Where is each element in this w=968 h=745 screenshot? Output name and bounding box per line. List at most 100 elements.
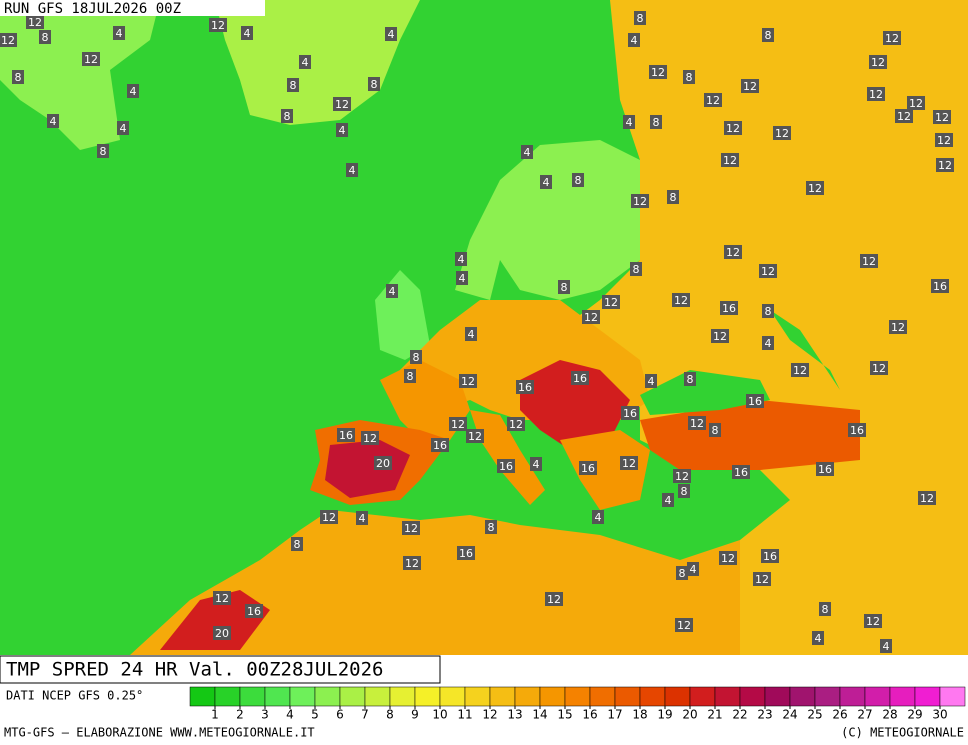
scandinavia xyxy=(455,140,640,300)
label-text: 8 xyxy=(633,263,640,276)
contour-label: 4 xyxy=(687,562,699,576)
label-text: 12 xyxy=(674,294,688,307)
contour-label: 8 xyxy=(97,144,109,158)
contour-label: 12 xyxy=(936,158,954,172)
label-text: 12 xyxy=(363,432,377,445)
scale-tick-label: 29 xyxy=(907,708,922,722)
label-text: 12 xyxy=(869,88,883,101)
label-text: 12 xyxy=(633,195,647,208)
contour-label: 8 xyxy=(410,350,422,364)
label-text: 12 xyxy=(761,265,775,278)
label-box xyxy=(933,110,951,124)
label-box xyxy=(592,510,604,524)
scale-swatch xyxy=(389,686,416,707)
contour-label: 4 xyxy=(385,27,397,41)
scale-swatch xyxy=(339,686,366,707)
label-box xyxy=(918,491,936,505)
contour-label: 4 xyxy=(456,271,468,285)
contour-label: 12 xyxy=(466,429,484,443)
scale-swatch xyxy=(789,686,816,707)
scale-tick-label: 3 xyxy=(261,708,269,722)
label-box xyxy=(864,614,882,628)
label-text: 12 xyxy=(808,182,822,195)
contour-label: 12 xyxy=(773,126,791,140)
label-text: 8 xyxy=(42,31,49,44)
label-text: 12 xyxy=(885,32,899,45)
label-box xyxy=(117,121,129,135)
scale-swatch xyxy=(214,686,241,707)
label-text: 4 xyxy=(815,632,822,645)
contour-label: 4 xyxy=(540,175,552,189)
label-text: 8 xyxy=(712,424,719,437)
contour-label: 4 xyxy=(530,457,542,471)
contour-label: 12 xyxy=(867,87,885,101)
contour-label: 12 xyxy=(753,572,771,586)
label-text: 12 xyxy=(938,159,952,172)
label-text: 4 xyxy=(468,328,475,341)
label-text: 8 xyxy=(687,373,694,386)
contour-label: 4 xyxy=(356,511,368,525)
contour-label: 16 xyxy=(761,549,779,563)
label-text: 12 xyxy=(897,110,911,123)
label-text: 8 xyxy=(679,567,686,580)
label-text: 8 xyxy=(371,78,378,91)
contour-label: 8 xyxy=(819,602,831,616)
contour-label: 12 xyxy=(403,556,421,570)
label-box xyxy=(558,280,570,294)
label-box xyxy=(361,431,379,445)
contour-label: 4 xyxy=(623,115,635,129)
source: DATI NCEP GFS 0.25° xyxy=(6,689,143,703)
label-text: 8 xyxy=(407,370,414,383)
scale-tick-label: 4 xyxy=(286,708,294,722)
scale-swatch xyxy=(664,686,691,707)
label-box xyxy=(931,279,949,293)
label-text: 16 xyxy=(433,439,447,452)
contour-label: 16 xyxy=(720,301,738,315)
contour-label: 12 xyxy=(870,361,888,375)
label-text: 12 xyxy=(726,246,740,259)
label-text: 16 xyxy=(499,460,513,473)
scale-tick-label: 17 xyxy=(607,708,622,722)
label-text: 12 xyxy=(743,80,757,93)
label-box xyxy=(209,18,227,32)
contour-label: 4 xyxy=(455,252,467,266)
contour-label: 4 xyxy=(465,327,477,341)
contour-label: 4 xyxy=(645,374,657,388)
label-text: 4 xyxy=(388,28,395,41)
italy xyxy=(470,410,545,505)
label-text: 12 xyxy=(509,418,523,431)
contour-label: 8 xyxy=(709,423,721,437)
label-text: 12 xyxy=(872,362,886,375)
label-box xyxy=(602,295,620,309)
contour-label: 4 xyxy=(880,639,892,653)
label-box xyxy=(724,121,742,135)
label-text: 16 xyxy=(722,302,736,315)
label-box xyxy=(404,369,416,383)
label-text: 12 xyxy=(335,98,349,111)
scale-swatch xyxy=(189,686,216,707)
label-text: 12 xyxy=(920,492,934,505)
scale-swatch xyxy=(839,686,866,707)
label-box xyxy=(816,462,834,476)
label-box xyxy=(497,459,515,473)
label-box xyxy=(213,626,231,640)
label-box xyxy=(724,245,742,259)
contour-label: 12 xyxy=(333,97,351,111)
contour-label: 12 xyxy=(860,254,878,268)
label-box xyxy=(761,549,779,563)
contour-label: 12 xyxy=(869,55,887,69)
scale-swatch xyxy=(889,686,916,707)
label-box xyxy=(403,556,421,570)
label-text: 8 xyxy=(686,71,693,84)
africa xyxy=(130,510,740,655)
label-text: 12 xyxy=(468,430,482,443)
label-box xyxy=(540,175,552,189)
label-box xyxy=(688,416,706,430)
label-box xyxy=(704,93,722,107)
scale-tick-label: 26 xyxy=(832,708,847,722)
label-box xyxy=(684,372,696,386)
label-text: 4 xyxy=(244,27,251,40)
contour-label: 8 xyxy=(558,280,570,294)
label-box xyxy=(385,27,397,41)
